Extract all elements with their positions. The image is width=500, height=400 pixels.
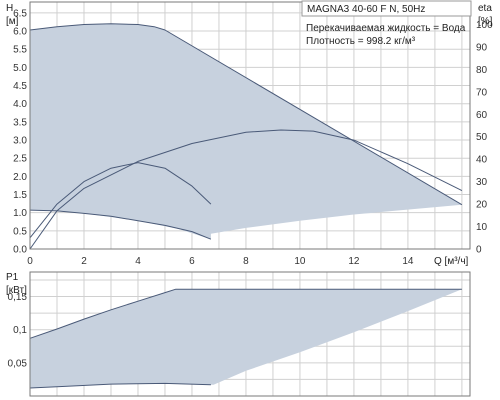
series-line <box>29 209 212 240</box>
top-y-axis-name: H <box>6 3 13 14</box>
info-line-liquid: Перекачиваемая жидкость = Вода <box>306 23 466 34</box>
top-y-tick-label: 6.0 <box>13 27 27 38</box>
top-y-tick-label: 1.0 <box>13 208 27 219</box>
top-chart-frame <box>29 1 471 250</box>
series-line <box>29 162 212 239</box>
top-y2-tick-label: 90 <box>476 42 488 53</box>
series-line <box>29 23 463 206</box>
power-series-line <box>29 382 211 389</box>
top-y2-tick-label: 30 <box>476 177 488 188</box>
top-y2-tick-label: 70 <box>476 87 488 98</box>
top-y-tick-label: 5.5 <box>13 45 27 56</box>
top-y-tick-label: 0.0 <box>13 245 27 256</box>
bottom-chart-curves <box>29 288 462 389</box>
top-y-tick-label: 6.5 <box>13 8 27 19</box>
top-y2-axis-unit: [%] <box>478 16 493 27</box>
top-y2-tick-label: 0 <box>476 245 482 256</box>
top-chart-curves <box>29 23 463 250</box>
top-y2-tick-label: 40 <box>476 155 488 166</box>
power-range-area <box>30 289 462 388</box>
top-y-tick-label: 1.5 <box>13 190 27 201</box>
info-line-density: Плотность = 998.2 кг/м³ <box>306 36 416 47</box>
top-y-tick-label: 4.0 <box>13 99 27 110</box>
x-tick-label: 2 <box>81 256 87 267</box>
top-y2-tick-label: 100 <box>476 20 493 31</box>
title-box <box>301 0 472 17</box>
top-plot-border <box>29 1 471 250</box>
x-tick-label: 0 <box>27 256 33 267</box>
bottom-y-axis-name: P1 <box>6 272 19 283</box>
bottom-plot-border <box>29 271 471 397</box>
series-line <box>29 129 463 250</box>
power-series-line <box>29 288 462 339</box>
top-y-tick-label: 3.0 <box>13 136 27 147</box>
top-y-tick-label: 3.5 <box>13 117 27 128</box>
x-tick-label: 4 <box>135 256 141 267</box>
x-axis-label: Q [м³/ч] <box>434 256 469 267</box>
x-tick-label: 12 <box>348 256 360 267</box>
operating-range-area <box>30 23 462 240</box>
top-y2-tick-label: 50 <box>476 132 488 143</box>
bottom-y-tick-label: 0,05 <box>8 358 28 369</box>
top-chart-tick-labels: 0.0 0.5 1.0 1.5 2.0 2.5 3.0 3.5 4.0 4.5 5.0 5.5 6.0 6… <box>13 8 493 267</box>
top-y2-tick-label: 10 <box>476 222 488 233</box>
bottom-y-tick-label: 0,15 <box>8 292 28 303</box>
top-y-axis-unit: [м] <box>6 16 19 27</box>
bottom-y-axis-unit: [кВт] <box>6 285 27 296</box>
top-y2-tick-label: 80 <box>476 65 488 76</box>
top-y-tick-label: 2.0 <box>13 172 27 183</box>
bottom-chart-operating-area <box>30 289 462 388</box>
top-y2-tick-label: 60 <box>476 110 488 121</box>
top-y-tick-label: 2.5 <box>13 154 27 165</box>
bottom-chart-frame <box>29 271 471 397</box>
bottom-chart-tick-labels: 0,05 0,1 0,15 <box>8 292 28 369</box>
top-y2-axis-name: eta <box>478 3 492 14</box>
x-tick-label: 8 <box>243 256 249 267</box>
top-y-tick-label: 0.5 <box>13 226 27 237</box>
x-tick-label: 10 <box>294 256 306 267</box>
top-y2-tick-label: 20 <box>476 200 488 211</box>
top-y-tick-label: 5.0 <box>13 63 27 74</box>
info-box: MAGNA3 40-60 F N, 50Hz Перекачиваемая жи… <box>301 0 472 47</box>
top-y-tick-label: 4.5 <box>13 81 27 92</box>
bottom-y-tick-label: 0,1 <box>13 325 27 336</box>
x-tick-label: 6 <box>189 256 195 267</box>
top-chart-operating-area <box>30 23 462 240</box>
x-tick-label: 14 <box>402 256 414 267</box>
chart-title: MAGNA3 40-60 F N, 50Hz <box>307 4 425 15</box>
